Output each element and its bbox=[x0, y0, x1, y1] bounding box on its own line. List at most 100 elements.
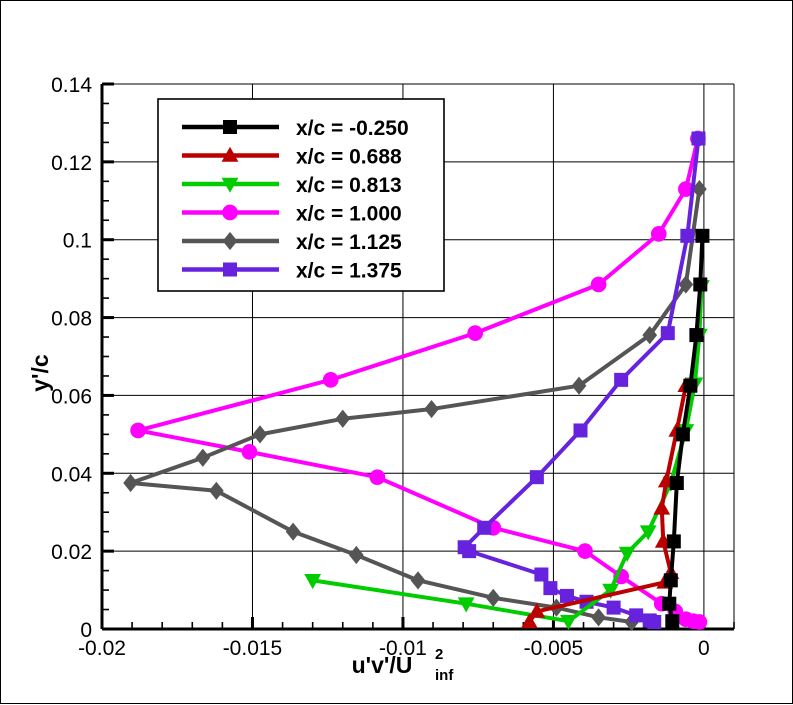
data-point-marker-triangle-down bbox=[304, 574, 322, 590]
data-point-marker-square bbox=[534, 567, 549, 582]
legend-item-label: x/c = 1.125 bbox=[296, 231, 402, 254]
legend-item-label: x/c = 0.813 bbox=[296, 174, 402, 197]
data-point-marker-square bbox=[573, 423, 588, 438]
data-point-marker-circle bbox=[577, 543, 593, 559]
series-line bbox=[667, 233, 705, 624]
data-point-marker-square bbox=[689, 328, 704, 343]
y-tick-label: 0.08 bbox=[51, 308, 92, 331]
chart-series bbox=[662, 228, 710, 629]
data-point-marker-diamond bbox=[335, 409, 351, 428]
legend-item-label: x/c = -0.250 bbox=[296, 117, 409, 140]
legend-item-label: x/c = 0.688 bbox=[296, 146, 402, 169]
data-point-marker-circle bbox=[467, 325, 484, 341]
chart-series-group bbox=[123, 130, 710, 632]
data-point-marker-square bbox=[683, 378, 698, 393]
legend-item[interactable]: x/c = -0.250 bbox=[182, 117, 409, 140]
data-point-marker-diamond bbox=[692, 180, 707, 199]
x-axis-title-subscript: inf bbox=[435, 667, 454, 684]
data-point-marker-square bbox=[529, 470, 544, 485]
data-point-marker-square bbox=[477, 520, 492, 535]
data-point-marker-square bbox=[629, 608, 644, 623]
data-point-marker-circle bbox=[369, 469, 386, 486]
data-point-marker-square bbox=[680, 228, 695, 243]
legend-background bbox=[157, 98, 445, 292]
data-point-marker-square bbox=[614, 372, 629, 387]
x-axis-title-superscript: 2 bbox=[435, 646, 443, 663]
legend-item-label: x/c = 1.000 bbox=[296, 203, 402, 226]
data-point-marker-triangle-down bbox=[457, 597, 475, 613]
data-point-marker-diamond bbox=[209, 481, 224, 500]
y-tick-label: 0.04 bbox=[51, 463, 92, 486]
data-point-marker-diamond bbox=[252, 425, 268, 444]
data-point-marker-square bbox=[666, 534, 681, 549]
data-point-marker-circle bbox=[222, 204, 238, 221]
data-point-marker-triangle-down bbox=[221, 177, 239, 193]
data-point-marker-square bbox=[695, 228, 710, 243]
data-point-marker-circle bbox=[590, 276, 607, 293]
data-point-marker-diamond bbox=[348, 545, 364, 565]
data-point-marker-circle bbox=[322, 372, 339, 388]
data-point-marker-square bbox=[691, 131, 706, 146]
data-point-marker-square bbox=[693, 277, 708, 292]
data-point-marker-square bbox=[543, 581, 558, 596]
legend-item[interactable]: x/c = 1.375 bbox=[182, 260, 402, 283]
x-tick-label: -0.01 bbox=[379, 637, 427, 660]
data-point-marker-triangle-down bbox=[639, 525, 657, 541]
data-point-marker-triangle-up bbox=[221, 146, 239, 162]
data-point-marker-square bbox=[665, 614, 680, 629]
y-tick-label: 0 bbox=[80, 619, 92, 642]
y-tick-label: 0.06 bbox=[51, 385, 92, 408]
data-point-marker-square bbox=[663, 573, 678, 588]
data-point-marker-square bbox=[223, 262, 237, 277]
data-point-marker-circle bbox=[650, 226, 667, 242]
data-point-marker-diamond bbox=[485, 588, 501, 607]
chart-frame bbox=[100, 83, 735, 631]
data-point-marker-triangle-down bbox=[602, 583, 620, 599]
data-point-marker-triangle-up bbox=[653, 499, 671, 515]
data-point-marker-diamond bbox=[571, 376, 587, 395]
data-point-marker-diamond bbox=[222, 231, 238, 251]
y-tick-label: 0.1 bbox=[63, 230, 92, 253]
legend-item-label: x/c = 1.375 bbox=[296, 260, 402, 283]
legend-item[interactable]: x/c = 0.688 bbox=[182, 146, 402, 169]
data-point-marker-triangle-down bbox=[560, 614, 577, 630]
data-point-marker-diamond bbox=[285, 522, 301, 541]
data-point-marker-circle bbox=[678, 181, 694, 197]
data-point-marker-square bbox=[223, 120, 237, 134]
legend-item[interactable]: x/c = 1.000 bbox=[182, 203, 402, 226]
data-point-marker-square bbox=[660, 326, 675, 341]
chart-legend: x/c = -0.250 x/c = 0.688 x/c = 0.813 x/c = … bbox=[157, 98, 445, 292]
chart-series bbox=[123, 180, 707, 632]
data-point-marker-diamond bbox=[642, 325, 658, 345]
data-point-marker-square bbox=[457, 540, 472, 555]
data-point-marker-triangle-up bbox=[528, 602, 546, 618]
data-point-marker-diamond bbox=[123, 473, 138, 493]
x-axis-title-text: u'v'/U bbox=[352, 652, 413, 678]
data-point-marker-square bbox=[642, 613, 657, 628]
data-point-marker-diamond bbox=[678, 275, 694, 294]
data-point-marker-triangle-up bbox=[520, 613, 538, 629]
chart-series bbox=[130, 130, 708, 630]
y-tick-label: 0.12 bbox=[51, 152, 92, 175]
series-line bbox=[310, 284, 704, 624]
x-tick-label: -0.02 bbox=[78, 637, 126, 660]
data-point-marker-circle bbox=[130, 422, 146, 439]
data-point-marker-square bbox=[662, 596, 677, 611]
data-point-marker-diamond bbox=[410, 571, 426, 590]
chart-tick-labels: -0.02 -0.015 -0.01 -0.005 0 0 0.02 0.04 0.06 0.08… bbox=[51, 74, 710, 660]
y-tick-label: 0.14 bbox=[51, 74, 92, 97]
data-point-marker-triangle-down bbox=[618, 546, 636, 562]
data-point-marker-diamond bbox=[591, 608, 606, 627]
data-point-marker-circle bbox=[241, 444, 258, 460]
x-tick-label: -0.015 bbox=[223, 637, 283, 660]
data-point-marker-square bbox=[559, 588, 574, 603]
legend-item[interactable]: x/c = 1.125 bbox=[182, 231, 402, 254]
y-axis-title: y'/c bbox=[27, 354, 53, 392]
data-point-marker-square bbox=[675, 427, 690, 442]
legend-item[interactable]: x/c = 0.813 bbox=[182, 174, 402, 197]
data-point-marker-square bbox=[669, 476, 684, 491]
data-point-marker-diamond bbox=[195, 448, 211, 467]
x-tick-label: 0 bbox=[698, 637, 710, 660]
